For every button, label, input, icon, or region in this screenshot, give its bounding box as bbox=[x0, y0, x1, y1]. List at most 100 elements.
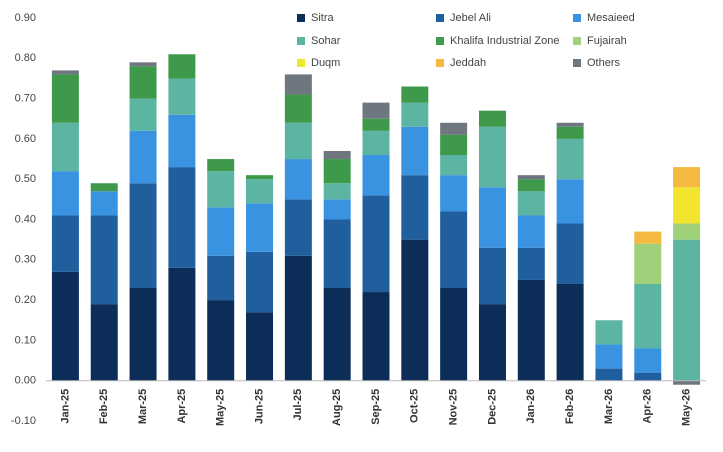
legend-label: Jebel Ali bbox=[450, 12, 491, 24]
bar-segment bbox=[401, 126, 429, 176]
legend-swatch bbox=[573, 14, 581, 22]
bar-segment bbox=[284, 122, 312, 160]
x-tick-label: Oct-25 bbox=[409, 389, 421, 423]
bar-segment bbox=[556, 122, 584, 127]
bar-segment bbox=[284, 94, 312, 123]
legend-entry: Sitra bbox=[297, 12, 335, 24]
bar-segment bbox=[207, 171, 235, 208]
y-tick-label: 0.40 bbox=[15, 213, 36, 225]
bar-segment bbox=[673, 223, 701, 240]
bar-segment bbox=[246, 203, 274, 252]
legend-entry: Khalifa Industrial Zone bbox=[436, 35, 559, 47]
bar-segment bbox=[246, 179, 274, 204]
y-tick-label: 0.30 bbox=[15, 254, 36, 266]
y-tick-label: 0.20 bbox=[15, 294, 36, 306]
y-tick-label: 0.50 bbox=[15, 173, 36, 185]
bar-segment bbox=[595, 368, 623, 381]
bar-segment bbox=[440, 211, 468, 289]
bar-segment bbox=[478, 247, 506, 305]
bar-segment bbox=[673, 167, 701, 188]
bar-segment bbox=[517, 215, 545, 248]
bar-segment bbox=[129, 130, 157, 184]
bar-segment bbox=[517, 179, 545, 192]
bar-segment bbox=[517, 247, 545, 280]
legend-swatch bbox=[297, 59, 305, 67]
bar-segment bbox=[595, 320, 623, 345]
legend-swatch bbox=[297, 14, 305, 22]
bar-segment bbox=[362, 292, 390, 381]
bar-segment bbox=[168, 54, 196, 79]
bar-segment bbox=[556, 126, 584, 139]
x-tick-label: Apr-26 bbox=[642, 389, 654, 424]
bar-segment bbox=[129, 62, 157, 67]
bar-segment bbox=[362, 118, 390, 131]
bar-segment bbox=[51, 122, 79, 172]
legend-label: Fujairah bbox=[587, 35, 627, 47]
bar-segment bbox=[673, 239, 701, 381]
bar-segment bbox=[556, 283, 584, 381]
bar-segment bbox=[362, 155, 390, 196]
bar-segment bbox=[634, 348, 662, 373]
legend-swatch bbox=[573, 59, 581, 67]
x-tick-label: May-25 bbox=[215, 389, 227, 426]
x-tick-label: Sep-25 bbox=[370, 389, 382, 425]
y-tick-label: 0.80 bbox=[15, 52, 36, 64]
bar-segment bbox=[51, 215, 79, 272]
bar-segment bbox=[517, 279, 545, 381]
x-tick-label: May-26 bbox=[680, 389, 692, 426]
x-tick-label: Nov-25 bbox=[448, 389, 460, 426]
bar-segment bbox=[362, 130, 390, 156]
bar-segment bbox=[517, 175, 545, 180]
legend-label: Khalifa Industrial Zone bbox=[450, 35, 559, 47]
bar-segment bbox=[90, 191, 118, 216]
legend-entry: Jebel Ali bbox=[436, 12, 491, 24]
bar-segment bbox=[323, 150, 351, 160]
y-tick-label: 0.10 bbox=[15, 334, 36, 346]
bar-segment bbox=[207, 255, 235, 301]
bar-segment bbox=[401, 239, 429, 381]
y-tick-label: 0.70 bbox=[15, 93, 36, 105]
x-tick-label: Jan-25 bbox=[59, 389, 71, 424]
legend-label: Sitra bbox=[311, 12, 335, 24]
legend-entry: Duqm bbox=[297, 57, 340, 69]
bar-segment bbox=[401, 102, 429, 127]
bar-segment bbox=[362, 195, 390, 293]
bar-segment bbox=[362, 102, 390, 119]
bar-segment bbox=[634, 243, 662, 284]
bar-segment bbox=[284, 74, 312, 95]
bar-segment bbox=[129, 183, 157, 289]
y-tick-label: 0.00 bbox=[15, 375, 36, 387]
x-tick-label: Dec-25 bbox=[486, 389, 498, 425]
bar-segment bbox=[440, 155, 468, 176]
bar-segment bbox=[556, 179, 584, 224]
bar-segment bbox=[478, 187, 506, 248]
legend-swatch bbox=[436, 37, 444, 45]
bar-segment bbox=[323, 199, 351, 220]
bar-segment bbox=[246, 175, 274, 180]
bar-segment bbox=[517, 191, 545, 216]
bar-segment bbox=[595, 344, 623, 369]
legend-swatch bbox=[297, 37, 305, 45]
bar-segment bbox=[440, 175, 468, 212]
bar-segment bbox=[129, 98, 157, 131]
bar-segment bbox=[440, 122, 468, 135]
bar-segment bbox=[51, 74, 79, 123]
x-tick-label: Mar-25 bbox=[137, 389, 149, 424]
legend-swatch bbox=[573, 37, 581, 45]
bar-segment bbox=[556, 138, 584, 180]
bar-segment bbox=[284, 199, 312, 256]
y-tick-label: -0.10 bbox=[11, 415, 36, 427]
y-tick-label: 0.60 bbox=[15, 133, 36, 145]
bar-segment bbox=[246, 312, 274, 381]
legend-label: Duqm bbox=[311, 57, 340, 69]
legend-label: Others bbox=[587, 57, 621, 69]
bar-segment bbox=[207, 207, 235, 256]
legend-entry: Mesaieed bbox=[573, 12, 635, 24]
bar-segment bbox=[478, 126, 506, 188]
x-tick-label: Feb-26 bbox=[564, 389, 576, 424]
bar-segment bbox=[673, 380, 701, 385]
bar-segment bbox=[634, 231, 662, 244]
x-tick-label: Apr-25 bbox=[176, 389, 188, 424]
x-tick-label: Feb-25 bbox=[98, 389, 110, 424]
